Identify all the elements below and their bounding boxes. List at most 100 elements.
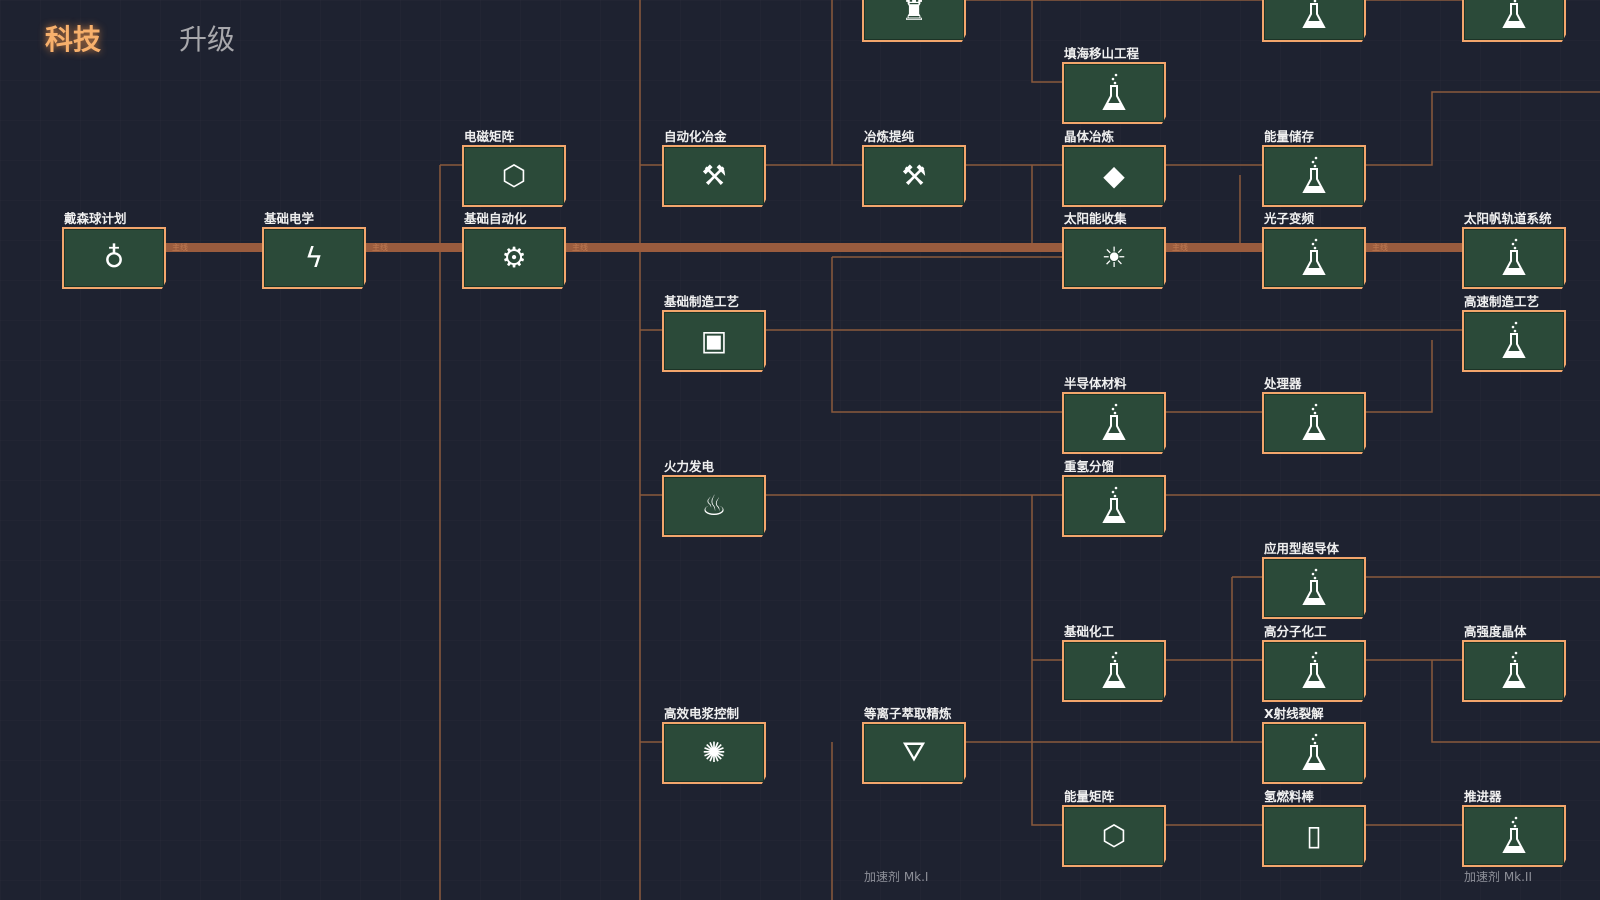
tech-node-label: 太阳帆轨道系统 [1464,211,1552,226]
tech-node-label: 重氢分馏 [1064,459,1115,474]
tech-node[interactable] [1262,0,1366,42]
tech-node[interactable] [1462,0,1566,42]
tech-card[interactable] [662,722,766,784]
tech-node[interactable]: 高速制造工艺 [1462,294,1566,372]
tech-card[interactable] [1062,145,1166,207]
tech-node[interactable]: ⬡ 能量矩阵 [1062,789,1166,867]
plasma-icon: ✺ [702,735,726,769]
flask-icon [1262,0,1366,32]
tech-node[interactable]: 推进器 [1462,789,1566,867]
matrix-icon: ⬡ [501,158,527,192]
tech-card[interactable] [1262,640,1366,702]
tech-card[interactable] [1262,557,1366,619]
tech-node[interactable]: ▯ 氢燃料棒 [1262,789,1366,867]
tech-node[interactable]: ϟ 基础电学 [262,211,366,289]
tech-card[interactable] [262,227,366,289]
tech-card[interactable] [1262,227,1366,289]
tab-technology[interactable]: 科技 [45,23,102,56]
tech-node[interactable]: 能量储存 [1262,129,1366,207]
tech-node[interactable]: 基础化工 [1062,624,1166,702]
flask-icon [1262,235,1366,279]
tech-card[interactable] [462,145,566,207]
main-line-label: 主线 [172,243,188,252]
tech-node[interactable]: ☀ 太阳能收集 [1062,211,1166,289]
tech-card[interactable] [1062,392,1166,454]
main-line-label: 主线 [1172,243,1188,252]
tech-node[interactable]: ◆ 晶体冶炼 [1062,129,1166,207]
tech-card[interactable] [1262,805,1366,867]
tech-node[interactable]: ✺ 高效电浆控制 [662,706,766,784]
tech-card[interactable] [1462,640,1566,702]
refinery-icon: ⛛ [902,735,926,768]
tech-card[interactable] [462,227,566,289]
tech-node[interactable]: 处理器 [1262,376,1366,454]
tab-bar: 科技 升级 [45,18,235,58]
tech-card[interactable] [1062,805,1166,867]
tab-upgrades[interactable]: 升级 [179,23,236,56]
tech-node[interactable]: ♜ [862,0,966,42]
tech-node[interactable]: ♨ 火力发电 [662,459,766,537]
tech-node[interactable]: ⛛ 等离子萃取精炼 [862,706,966,784]
tech-node-label: 电磁矩阵 [464,129,515,144]
tech-node[interactable]: 半导体材料 [1062,376,1166,454]
tech-card[interactable] [862,145,966,207]
tech-card[interactable] [1462,805,1566,867]
tech-node[interactable]: ⬡ 电磁矩阵 [462,129,566,207]
tech-node[interactable]: 太阳帆轨道系统 [1462,211,1566,289]
tech-node-label: 基础化工 [1064,624,1115,639]
tech-card[interactable] [662,145,766,207]
tech-card[interactable] [1462,310,1566,372]
tech-card[interactable] [662,310,766,372]
lightning-icon: ϟ [304,240,324,274]
tech-card[interactable] [1462,227,1566,289]
tech-node[interactable]: 光子变频 [1262,211,1366,289]
tech-card[interactable] [1062,227,1166,289]
tech-card[interactable] [862,0,966,42]
tech-card[interactable] [1062,640,1166,702]
tech-node[interactable]: ⚒ 冶炼提纯 [862,129,966,207]
tech-node[interactable]: ♁ 戴森球计划 [62,211,166,289]
tech-node-label: 应用型超导体 [1264,541,1340,556]
tech-node[interactable]: ⚒ 自动化冶金 [662,129,766,207]
tech-card[interactable] [1262,722,1366,784]
power-plant-icon: ♨ [701,488,727,522]
tech-node[interactable]: X射线裂解 [1262,706,1366,784]
flask-icon [1062,70,1166,114]
tech-node-label: X射线裂解 [1264,706,1324,721]
tech-node[interactable]: ⚙ 基础自动化 [462,211,566,289]
main-line-label: 主线 [372,243,388,252]
tech-node-label: 火力发电 [664,459,715,474]
tech-node[interactable]: ▣ 基础制造工艺 [662,294,766,372]
dyson-sphere-icon: ♁ [103,240,125,274]
tech-node-label: 等离子萃取精炼 [864,706,952,721]
flask-icon [1462,813,1566,857]
tech-node-label: 戴森球计划 [64,211,127,226]
tech-node[interactable]: 高强度晶体 [1462,624,1566,702]
tech-node[interactable]: 应用型超导体 [1262,541,1366,619]
tech-node-label: 高分子化工 [1264,624,1327,639]
tech-node[interactable]: 高分子化工 [1262,624,1366,702]
tech-node[interactable]: 填海移山工程 [1062,46,1166,124]
tech-node-label: 自动化冶金 [664,129,727,144]
tech-card[interactable] [862,722,966,784]
tech-node-label: 基础自动化 [464,211,527,226]
tech-node-label: 太阳能收集 [1064,211,1127,226]
node-label-accelerant-mk2: 加速剂 Mk.II [1464,870,1533,884]
flask-icon [1262,153,1366,197]
tech-card[interactable] [1262,392,1366,454]
crystal-anvil-icon: ◆ [1103,158,1125,192]
flask-icon [1062,483,1166,527]
tech-card[interactable] [62,227,166,289]
flask-icon [1262,565,1366,609]
tech-node[interactable]: 重氢分馏 [1062,459,1166,537]
tech-card[interactable] [1262,145,1366,207]
tech-card[interactable] [662,475,766,537]
tech-node-label: 氢燃料棒 [1264,789,1315,804]
flask-icon [1462,235,1566,279]
tech-card[interactable] [1062,475,1166,537]
tech-node-label: 高速制造工艺 [1464,294,1540,309]
main-line-label: 主线 [572,243,588,252]
flask-icon [1462,648,1566,692]
tech-card[interactable] [1062,62,1166,124]
